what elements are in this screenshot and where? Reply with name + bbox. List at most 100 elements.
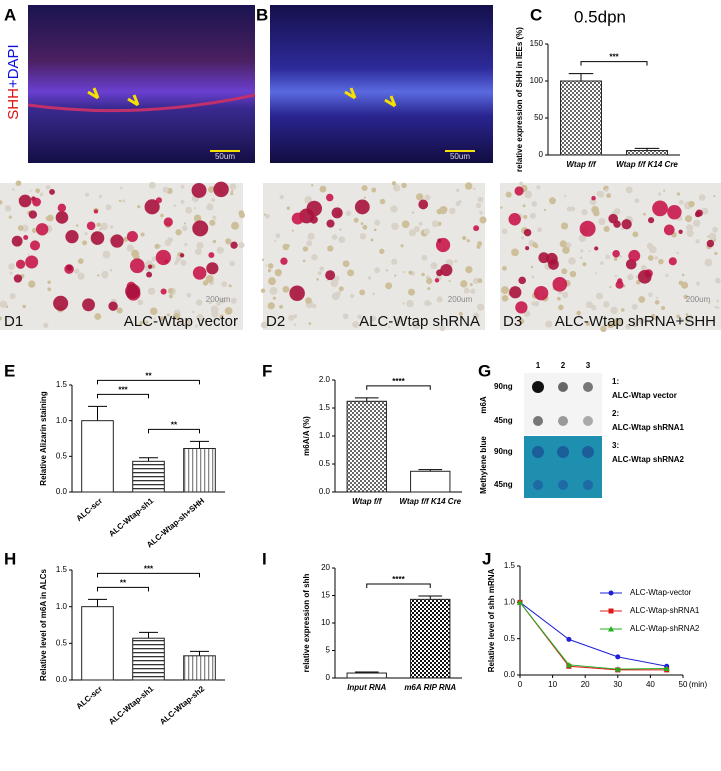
- cell: [421, 272, 425, 277]
- cell: [0, 200, 3, 205]
- nodule: [125, 283, 141, 299]
- cell: [230, 190, 234, 193]
- cell: [352, 321, 360, 329]
- cell: [265, 213, 270, 219]
- cell: [502, 265, 507, 271]
- x-tick-label: 30: [613, 680, 622, 689]
- nodule: [306, 200, 323, 217]
- cell: [448, 280, 451, 283]
- cell: [631, 303, 638, 310]
- cell: [501, 228, 508, 235]
- cell: [413, 226, 421, 233]
- cell: [47, 287, 52, 292]
- cell: [537, 227, 542, 233]
- cell: [345, 210, 352, 217]
- x-tick-label: m6A RIP RNA: [404, 683, 456, 692]
- stain-image: [263, 183, 485, 330]
- nodule: [647, 217, 655, 224]
- y-axis-label: m6A/A (%): [302, 416, 311, 456]
- cell: [407, 288, 415, 296]
- scale-label: 200um: [206, 295, 231, 304]
- cell: [216, 246, 224, 254]
- cell: [228, 284, 232, 288]
- cell: [610, 306, 618, 315]
- nodule: [163, 217, 173, 227]
- cell: [523, 310, 531, 318]
- cell: [282, 243, 290, 251]
- x-tick-label: 10: [548, 680, 557, 689]
- cell: [216, 301, 221, 306]
- nodule: [326, 219, 335, 228]
- dot: [582, 446, 594, 458]
- cell: [173, 312, 181, 321]
- cell: [77, 272, 85, 280]
- micrograph: [270, 5, 493, 163]
- dot: [558, 480, 568, 490]
- nodule: [473, 225, 480, 232]
- cell: [181, 225, 188, 232]
- cell: [681, 273, 685, 277]
- cell: [183, 222, 186, 225]
- cell: [137, 299, 144, 306]
- nodule: [155, 249, 172, 266]
- significance-label: ***: [144, 564, 154, 573]
- cell: [680, 218, 683, 221]
- cell: [401, 220, 410, 229]
- cell: [360, 222, 364, 225]
- panel-label: E: [4, 361, 15, 380]
- x-tick-label: Wtap f/f K14 Cre: [399, 497, 461, 506]
- cell: [105, 204, 112, 211]
- cell: [374, 219, 381, 226]
- cell: [625, 324, 631, 330]
- cell: [531, 275, 535, 279]
- cell: [427, 287, 431, 291]
- cell: [472, 312, 480, 320]
- cell: [646, 242, 653, 249]
- dot: [558, 382, 568, 392]
- cell: [582, 262, 587, 267]
- nodule: [591, 195, 596, 201]
- cell: [282, 285, 290, 293]
- cell: [391, 222, 399, 231]
- nodule: [695, 209, 703, 217]
- cell: [396, 316, 404, 324]
- cell: [316, 278, 319, 281]
- panel-label: G: [478, 361, 491, 380]
- cell: [230, 297, 237, 304]
- row-label: 45ng: [494, 480, 513, 489]
- cell: [153, 317, 156, 320]
- cell: [100, 222, 108, 231]
- bar: [346, 672, 387, 679]
- cell: [265, 264, 268, 267]
- cell: [688, 200, 695, 208]
- nodule: [230, 241, 238, 249]
- cell: [717, 306, 720, 309]
- cell: [638, 317, 646, 324]
- cell: [9, 293, 16, 300]
- cell: [678, 199, 684, 205]
- cell: [681, 281, 689, 289]
- cell: [632, 231, 639, 238]
- cell: [180, 199, 185, 204]
- y-tick-label: 1.0: [504, 597, 516, 606]
- cell: [350, 293, 355, 299]
- significance-bracket: [366, 385, 431, 390]
- cell: [260, 288, 266, 293]
- nodule: [147, 264, 153, 269]
- panel-label: A: [4, 5, 16, 24]
- bar: [410, 598, 451, 679]
- cell: [39, 192, 44, 197]
- cell: [288, 314, 295, 321]
- cell: [472, 187, 476, 191]
- cell: [454, 259, 458, 263]
- cell: [21, 224, 29, 232]
- cell: [0, 300, 8, 309]
- nodule: [628, 249, 641, 262]
- point: [615, 654, 621, 660]
- cell: [359, 233, 367, 240]
- nodule: [57, 203, 67, 213]
- cell: [212, 215, 217, 220]
- cell: [421, 254, 428, 261]
- cell: [319, 185, 327, 193]
- y-axis-label: Relative level of m6A in ALCs: [39, 569, 48, 681]
